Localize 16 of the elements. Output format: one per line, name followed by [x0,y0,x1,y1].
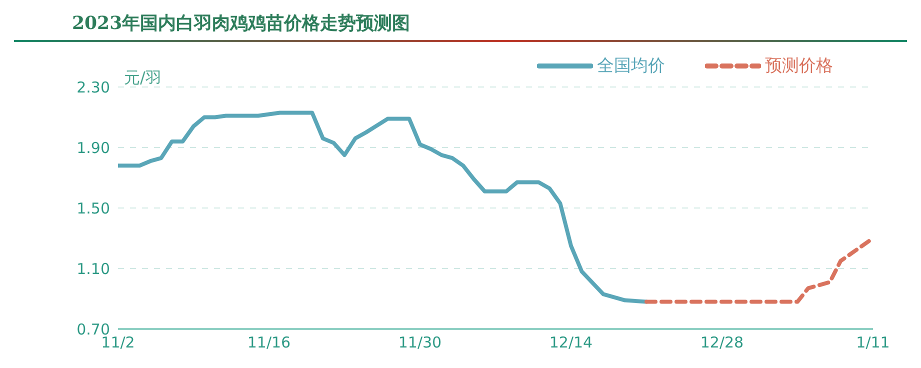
y-tick-label: 1.90 [76,138,110,157]
x-tick-label: 12/14 [549,334,593,352]
y-tick-label: 1.10 [76,260,110,278]
legend-label: 全国均价 [597,55,665,77]
y-axis-title: 元/羽 [124,68,162,89]
x-tick-label: 11/30 [398,334,442,352]
chart-title: 2023年国内白羽肉鸡鸡苗价格走势预测图 [71,12,412,36]
x-tick-label: 12/28 [700,334,744,352]
line-series [644,236,873,304]
x-tick-label: 1/11 [856,334,890,352]
y-tick-label: 2.30 [76,78,110,96]
line-series [118,110,648,304]
y-tick-label: 1.50 [76,199,110,218]
x-tick-label: 11/2 [101,334,135,352]
x-tick-label: 11/16 [247,334,291,352]
legend-label: 预测价格 [765,55,833,77]
